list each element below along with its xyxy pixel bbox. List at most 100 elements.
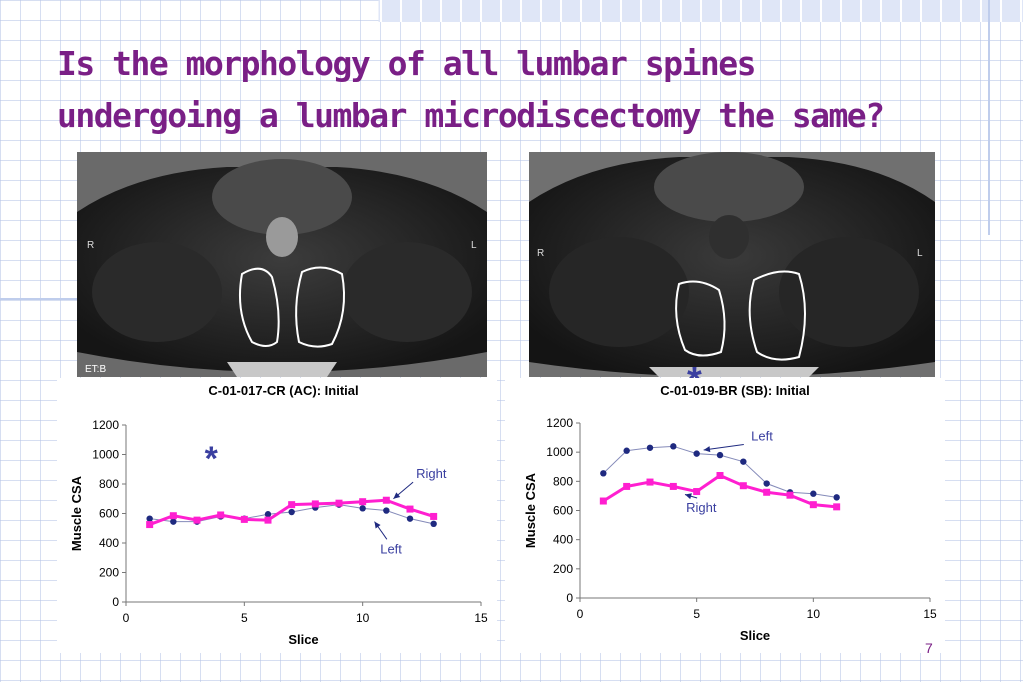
chart1-y-axis-label: Muscle CSA <box>69 475 84 551</box>
chart1-series-right-point <box>335 499 343 507</box>
chart2-series-right-line <box>602 473 837 509</box>
chart2-series-right-point <box>669 482 677 490</box>
chart1-series-right-point <box>193 516 201 524</box>
chart-panel-2: C-01-019-BR (SB): Initial 0 200 400 600 800 10… <box>505 378 945 653</box>
chart2-y-tick-label: 200 <box>553 562 573 576</box>
chart2-annotation-left-arrow <box>703 444 744 451</box>
chart2-series-right-point <box>809 501 817 509</box>
line-chart-1: C-01-017-CR (AC): Initial 0 200 400 600 800 10… <box>69 383 488 647</box>
chart2-annotation-left-arrowhead <box>703 446 711 453</box>
chart2-series-left-point <box>833 494 840 501</box>
chart2-y-tick-label: 1000 <box>546 445 573 459</box>
chart1-y-tick-label: 1000 <box>92 448 119 462</box>
chart1-y-tick-label: 400 <box>99 536 119 550</box>
chart1-annotation-left-arrowhead <box>374 521 381 529</box>
page-number: 7 <box>925 640 933 656</box>
chart2-annotation-right-label: Right <box>686 500 717 515</box>
line-chart-2: C-01-019-BR (SB): Initial 0 200 400 600 800 10… <box>523 383 937 643</box>
chart2-y-tick-label: 400 <box>553 533 573 547</box>
chart1-annotation-left-label: Left <box>380 541 402 556</box>
chart2-series-right-point <box>693 488 701 496</box>
chart2-series-right-point <box>599 497 607 505</box>
chart2-x-tick-label: 10 <box>807 607 821 621</box>
chart1-x-tick-label: 5 <box>241 611 248 625</box>
chart1-series-left-point <box>359 505 366 512</box>
chart1-title: C-01-017-CR (AC): Initial <box>208 383 358 398</box>
chart2-series-right-point <box>786 491 794 499</box>
mri-left-r-marker: R <box>87 240 94 251</box>
mri-scan-right-drawing: R L <box>529 152 935 377</box>
chart2-title: C-01-019-BR (SB): Initial <box>660 383 810 398</box>
chart1-series-right-point <box>382 496 390 504</box>
chart1-annotation-right-arrowhead <box>393 492 401 499</box>
chart2-series-left-point <box>763 480 770 487</box>
chart1-y-tick-label: 0 <box>112 595 119 609</box>
chart2-x-axis-label: Slice <box>740 628 770 643</box>
chart2-series-right-point <box>739 482 747 490</box>
chart1-series-right-point <box>217 511 225 519</box>
chart2-series-left-point <box>600 470 607 477</box>
decorative-top-band <box>378 0 1023 22</box>
chart1-series-right-point <box>240 515 248 523</box>
chart2-series-left-point <box>740 458 747 465</box>
decorative-horizontal-rule <box>0 298 78 300</box>
chart2-y-tick-label: 600 <box>553 504 573 518</box>
mri-scan-left: R L ET:B <box>77 152 487 377</box>
chart1-series-right-point <box>264 516 272 524</box>
chart2-series-left-point <box>623 447 630 454</box>
chart2-x-tick-label: 15 <box>923 607 937 621</box>
chart1-series-right-point <box>359 498 367 506</box>
chart2-annotation-right-arrowhead <box>685 493 692 500</box>
chart2-x-tick-label: 5 <box>693 607 700 621</box>
chart2-y-tick-label: 800 <box>553 474 573 488</box>
chart2-y-tick-label: 0 <box>566 591 573 605</box>
chart2-x-tick-label: 0 <box>577 607 584 621</box>
chart1-series-right-point <box>169 512 177 520</box>
chart2-series-right-point <box>716 472 724 479</box>
chart1-series-left-point <box>288 508 295 516</box>
mri-scan-left-drawing: R L ET:B <box>77 152 487 377</box>
chart2-series-left-point <box>670 443 677 450</box>
chart1-y-tick-label: 800 <box>99 477 119 491</box>
chart1-annotation-right-label: Right <box>416 466 447 481</box>
decorative-vertical-rule <box>988 0 990 235</box>
mri-right-r-marker: R <box>537 248 544 259</box>
chart1-x-tick-label: 10 <box>356 611 370 625</box>
chart1-y-tick-label: 200 <box>99 566 119 580</box>
chart1-series-right-point <box>406 505 414 513</box>
chart2-series-right-point <box>763 488 771 496</box>
title-line-1: Is the morphology of all lumbar spines <box>57 44 756 83</box>
chart2-y-axis-label: Muscle CSA <box>523 472 538 548</box>
chart1-series-right-point <box>146 521 154 529</box>
chart1-x-tick-label: 15 <box>474 611 488 625</box>
title-line-2: undergoing a lumbar microdiscectomy the … <box>57 96 885 135</box>
muscle-outline-right-2 <box>748 270 806 361</box>
chart1-series-left-point <box>430 520 437 528</box>
chart1-asterisk-annotation: * <box>205 440 219 478</box>
muscle-outline-left-2 <box>295 266 345 348</box>
chart1-x-axis-label: Slice <box>288 632 318 647</box>
mri-right-l-marker: L <box>917 248 923 259</box>
chart1-series-left-point <box>264 511 272 518</box>
chart2-y-tick-label: 1200 <box>546 416 573 430</box>
chart2-series-right-point <box>623 482 631 490</box>
chart1-series-left-point <box>383 507 390 514</box>
chart2-series-right-point <box>646 478 654 486</box>
mri-left-l-marker: L <box>471 240 477 251</box>
mri-scan-right: R L <box>529 152 935 377</box>
mri-left-corner-text: ET:B <box>85 364 106 375</box>
chart1-series-right-point <box>430 512 438 520</box>
chart1-series-right-point <box>288 501 296 509</box>
chart2-series-left-point <box>716 451 724 459</box>
chart1-series-left-point <box>406 515 414 522</box>
chart1-series-left-point <box>170 518 177 525</box>
muscle-outline-left-1 <box>239 267 280 347</box>
chart2-series-left-point <box>693 450 700 457</box>
chart1-series-right-point <box>311 500 319 508</box>
chart1-y-tick-label: 600 <box>99 507 119 521</box>
chart-panel-1: C-01-017-CR (AC): Initial 0 200 400 600 800 10… <box>57 378 497 653</box>
chart1-x-tick-label: 0 <box>123 611 130 625</box>
chart2-series-left-point <box>646 444 654 451</box>
chart2-series-left-point <box>810 490 817 497</box>
chart1-y-tick-label: 1200 <box>92 418 119 432</box>
